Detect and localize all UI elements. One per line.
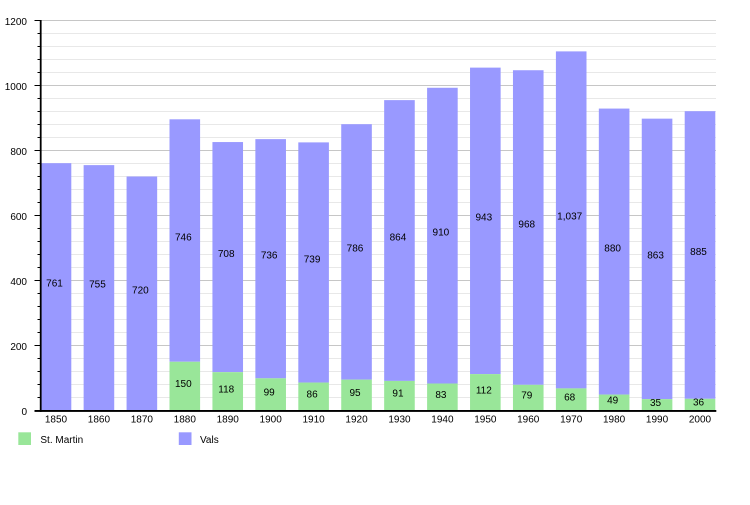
svg-text:1200: 1200 bbox=[5, 17, 28, 28]
svg-text:880: 880 bbox=[604, 243, 621, 254]
svg-text:118: 118 bbox=[218, 384, 234, 395]
svg-text:36: 36 bbox=[693, 398, 705, 409]
svg-text:600: 600 bbox=[10, 212, 27, 223]
svg-text:864: 864 bbox=[390, 232, 407, 243]
svg-text:200: 200 bbox=[10, 342, 27, 353]
svg-text:736: 736 bbox=[261, 251, 278, 262]
svg-text:112: 112 bbox=[476, 385, 492, 396]
svg-text:Vals: Vals bbox=[200, 435, 219, 446]
svg-text:739: 739 bbox=[304, 254, 321, 265]
svg-text:0: 0 bbox=[21, 407, 27, 418]
svg-text:99: 99 bbox=[264, 387, 276, 398]
svg-text:1960: 1960 bbox=[517, 415, 540, 426]
svg-text:1990: 1990 bbox=[646, 415, 669, 426]
svg-text:1880: 1880 bbox=[174, 415, 197, 426]
svg-text:95: 95 bbox=[349, 388, 361, 399]
svg-text:943: 943 bbox=[475, 213, 492, 224]
svg-text:79: 79 bbox=[521, 391, 533, 402]
svg-text:1950: 1950 bbox=[474, 415, 497, 426]
svg-text:1940: 1940 bbox=[431, 415, 454, 426]
svg-text:968: 968 bbox=[518, 219, 535, 230]
svg-text:1860: 1860 bbox=[88, 415, 111, 426]
svg-text:1850: 1850 bbox=[45, 415, 68, 426]
svg-text:83: 83 bbox=[435, 390, 447, 401]
svg-text:68: 68 bbox=[564, 392, 576, 403]
svg-text:746: 746 bbox=[175, 232, 192, 243]
svg-text:1900: 1900 bbox=[260, 415, 283, 426]
svg-text:400: 400 bbox=[10, 277, 27, 288]
svg-text:49: 49 bbox=[607, 396, 619, 407]
svg-text:761: 761 bbox=[46, 279, 63, 290]
svg-text:St. Martin: St. Martin bbox=[40, 435, 83, 446]
svg-text:1920: 1920 bbox=[345, 415, 368, 426]
svg-text:1910: 1910 bbox=[302, 415, 325, 426]
svg-text:150: 150 bbox=[175, 379, 192, 390]
svg-text:1930: 1930 bbox=[388, 415, 411, 426]
svg-text:786: 786 bbox=[347, 244, 364, 255]
svg-text:800: 800 bbox=[10, 147, 27, 158]
svg-text:91: 91 bbox=[392, 389, 404, 400]
svg-text:1,037: 1,037 bbox=[557, 212, 582, 223]
svg-text:1970: 1970 bbox=[560, 415, 583, 426]
svg-text:708: 708 bbox=[218, 249, 235, 260]
svg-text:2000: 2000 bbox=[689, 415, 712, 426]
svg-text:1870: 1870 bbox=[131, 415, 154, 426]
svg-text:885: 885 bbox=[690, 247, 707, 258]
svg-text:863: 863 bbox=[647, 251, 664, 262]
svg-text:1980: 1980 bbox=[603, 415, 626, 426]
svg-text:755: 755 bbox=[89, 280, 106, 291]
svg-text:1890: 1890 bbox=[217, 415, 240, 426]
svg-text:86: 86 bbox=[307, 390, 319, 401]
svg-text:35: 35 bbox=[650, 398, 662, 409]
svg-text:910: 910 bbox=[433, 227, 450, 238]
svg-text:1000: 1000 bbox=[5, 82, 28, 93]
svg-text:720: 720 bbox=[132, 285, 149, 296]
